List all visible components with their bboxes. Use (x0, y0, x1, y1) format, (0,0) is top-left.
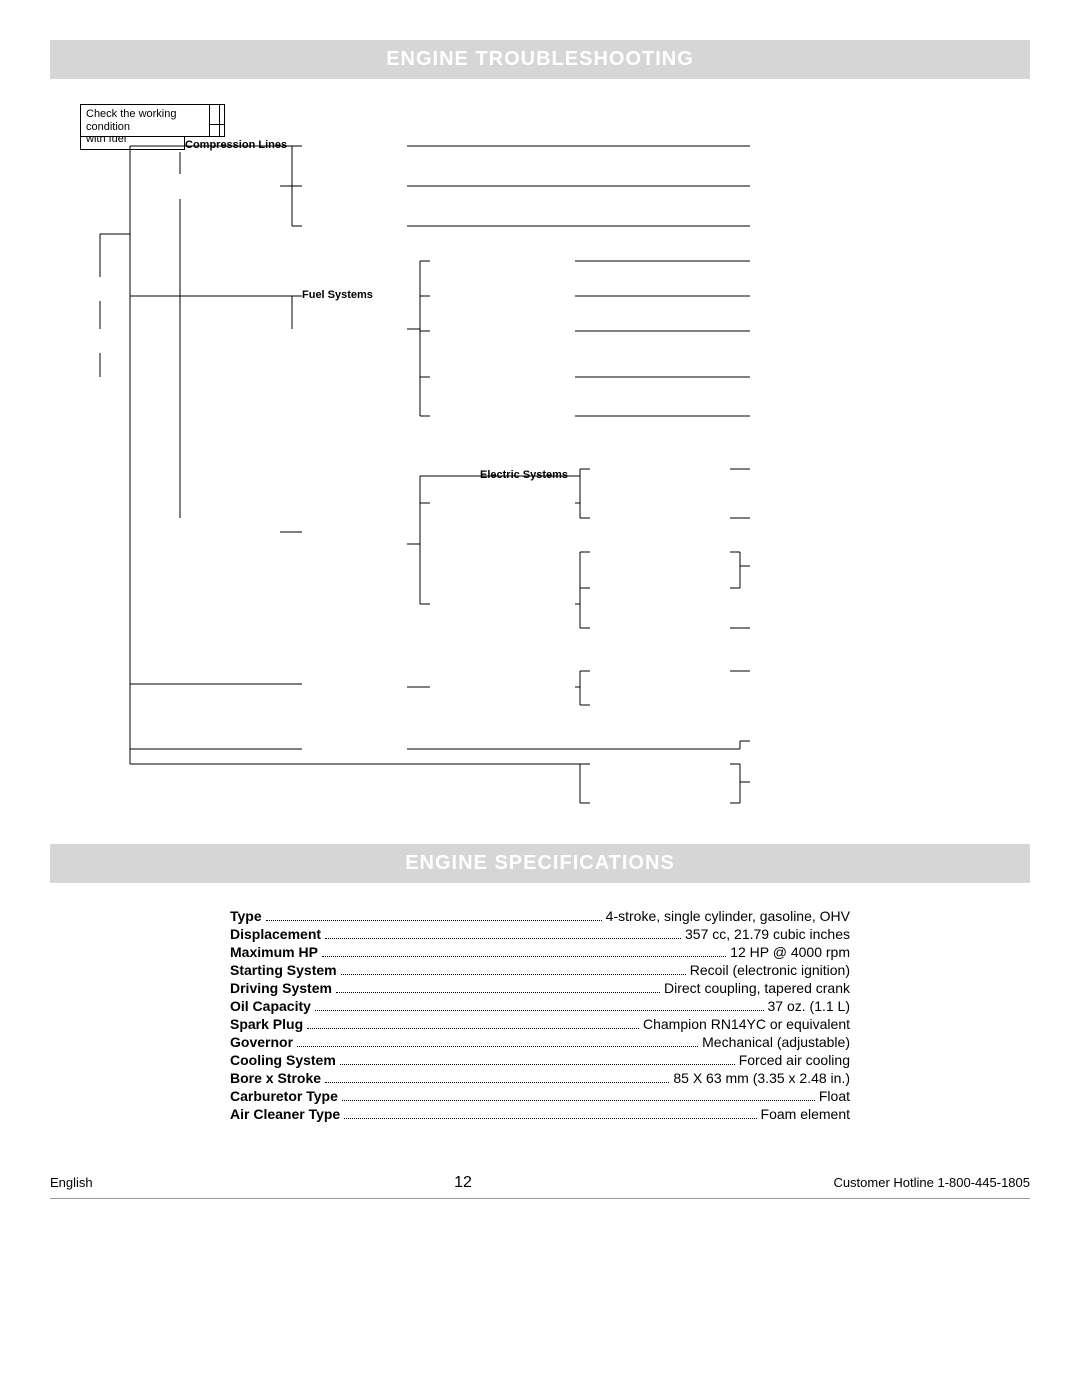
footer-page: 12 (454, 1174, 472, 1192)
specs-title: ENGINE SPECIFICATIONS (405, 852, 675, 874)
lbl-electric-systems: Electric Systems (480, 469, 568, 482)
troubleshooting-diagram: CONDITION PROBABLE CAUSE CORRECTIVE ACTI… (80, 104, 1000, 824)
spec-label: Spark Plug (230, 1016, 303, 1032)
spec-row: Carburetor Type Float (230, 1088, 850, 1104)
spec-label: Cooling System (230, 1052, 336, 1068)
troubleshooting-title: ENGINE TROUBLESHOOTING (386, 48, 694, 70)
spec-label: Maximum HP (230, 944, 318, 960)
spec-row: Spark Plug Champion RN14YC or equivalent (230, 1016, 850, 1032)
spec-value: Foam element (761, 1106, 850, 1122)
spec-label: Bore x Stroke (230, 1070, 321, 1086)
spec-value: 4-stroke, single cylinder, gasoline, OHV (606, 908, 850, 924)
spec-row: Driving System Direct coupling, tapered c… (230, 980, 850, 996)
spec-value: 357 cc, 21.79 cubic inches (685, 926, 850, 942)
spec-label: Starting System (230, 962, 337, 978)
spec-label: Driving System (230, 980, 332, 996)
footer-right: Customer Hotline 1-800-445-1805 (833, 1175, 1030, 1190)
spec-value: Float (819, 1088, 850, 1104)
lbl-compression-lines: Compression Lines (185, 139, 287, 152)
spec-row: Displacement 357 cc, 21.79 cubic inches (230, 926, 850, 942)
spec-row: Oil Capacity 37 oz. (1.1 L) (230, 998, 850, 1014)
spec-row: Governor Mechanical (adjustable) (230, 1034, 850, 1050)
footer-left: English (50, 1175, 93, 1190)
spec-row: Bore x Stroke 85 X 63 mm (3.35 x 2.48 in.… (230, 1070, 850, 1086)
spec-row: Air Cleaner Type Foam element (230, 1106, 850, 1122)
troubleshooting-header: ENGINE TROUBLESHOOTING (50, 40, 1030, 79)
spec-row: Maximum HP 12 HP @ 4000 rpm (230, 944, 850, 960)
specs-list: Type 4-stroke, single cylinder, gasoline,… (230, 908, 850, 1122)
page-footer: English 12 Customer Hotline 1-800-445-18… (50, 1124, 1030, 1199)
spec-label: Type (230, 908, 262, 924)
spec-row: Cooling System Forced air cooling (230, 1052, 850, 1068)
spec-value: Recoil (electronic ignition) (690, 962, 850, 978)
spec-value: Champion RN14YC or equivalent (643, 1016, 850, 1032)
spec-label: Oil Capacity (230, 998, 311, 1014)
spec-value: Mechanical (adjustable) (702, 1034, 850, 1050)
spec-value: Direct coupling, tapered crank (664, 980, 850, 996)
spec-label: Carburetor Type (230, 1088, 338, 1104)
spec-label: Displacement (230, 926, 321, 942)
spec-row: Type 4-stroke, single cylinder, gasoline,… (230, 908, 850, 924)
spec-label: Governor (230, 1034, 293, 1050)
spec-value: 37 oz. (1.1 L) (768, 998, 851, 1014)
spec-label: Air Cleaner Type (230, 1106, 340, 1122)
specs-header: ENGINE SPECIFICATIONS (50, 844, 1030, 883)
action-check-working: Check the working condition (80, 104, 210, 137)
spec-value: Forced air cooling (739, 1052, 850, 1068)
lbl-fuel-systems: Fuel Systems (302, 289, 373, 302)
spec-value: 12 HP @ 4000 rpm (730, 944, 850, 960)
spec-row: Starting System Recoil (electronic igniti… (230, 962, 850, 978)
spec-value: 85 X 63 mm (3.35 x 2.48 in.) (673, 1070, 850, 1086)
